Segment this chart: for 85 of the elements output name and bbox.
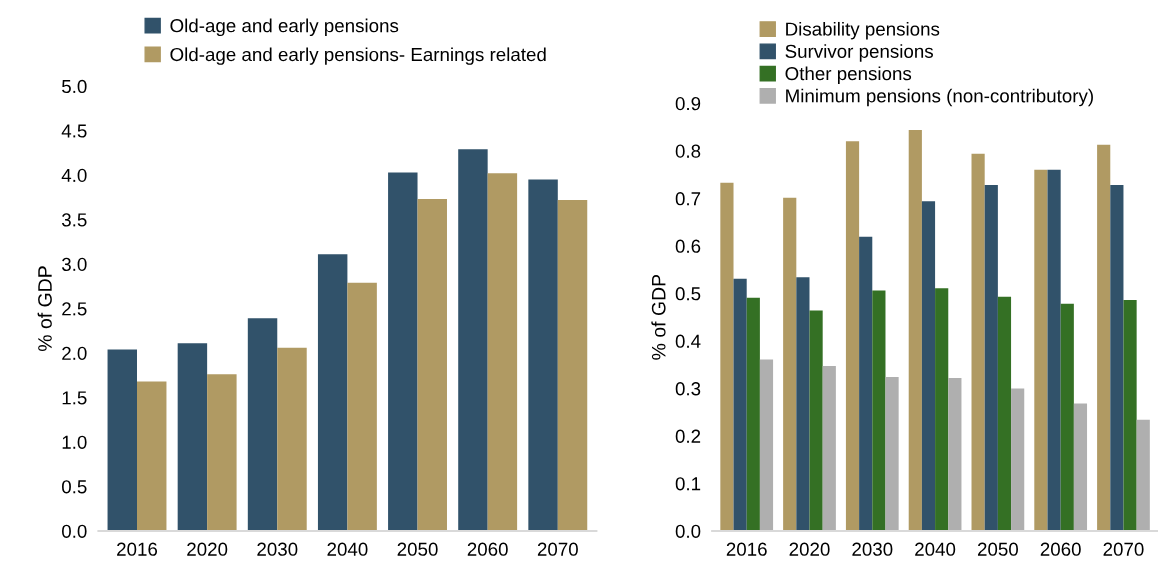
bar <box>1047 169 1061 531</box>
bar <box>317 254 348 531</box>
bar <box>1034 169 1048 531</box>
bar <box>984 185 998 531</box>
bar <box>388 172 418 531</box>
y-tick-label: 0.0 <box>61 524 87 538</box>
bar <box>948 377 962 531</box>
y-tick-label: 1.0 <box>62 435 87 449</box>
bar <box>872 290 886 531</box>
x-tick-label: 2040 <box>327 542 368 556</box>
y-tick-label: 3.0 <box>61 257 87 272</box>
x-tick-label: 2040 <box>915 542 956 556</box>
y-tick-label: 0.1 <box>675 477 701 491</box>
bar <box>845 141 860 531</box>
bar <box>1136 419 1150 531</box>
bar <box>783 197 797 531</box>
bar <box>557 199 588 531</box>
legend-label: Old-age and early pensions <box>170 18 399 37</box>
legend-label: Disability pensions <box>786 21 940 40</box>
x-tick-label: 2030 <box>852 542 893 556</box>
bar <box>1110 185 1124 531</box>
x-tick-label: 2030 <box>257 542 298 556</box>
x-tick-label: 2020 <box>187 542 228 556</box>
legend-label: Old-age and early pensions- Earnings related <box>170 47 546 65</box>
bar <box>908 129 922 531</box>
bar <box>822 366 836 531</box>
bar <box>1011 388 1025 531</box>
x-tick-label: 2016 <box>726 542 767 556</box>
bar <box>487 173 518 531</box>
legend-label: Survivor pensions <box>785 44 933 62</box>
bar <box>247 318 278 531</box>
legend-label: Other pensions <box>785 66 912 84</box>
bar <box>921 201 936 531</box>
bar <box>417 199 447 531</box>
bar <box>528 179 558 531</box>
bar <box>347 282 377 531</box>
bar <box>759 359 774 531</box>
y-tick-label: 4.0 <box>61 168 87 183</box>
y-tick-label: 4.5 <box>61 124 87 138</box>
y-tick-label: 0.3 <box>675 382 701 396</box>
bar <box>137 381 167 531</box>
y-tick-label: 5.0 <box>62 79 87 94</box>
y-axis-title: % of GDP <box>651 274 666 360</box>
y-tick-label: 2.0 <box>62 346 87 360</box>
bar <box>207 374 237 531</box>
x-tick-label: 2060 <box>1040 542 1081 556</box>
y-tick-label: 0.4 <box>675 334 701 348</box>
bar <box>1060 303 1074 531</box>
bar <box>720 182 734 531</box>
y-tick-label: 0.5 <box>61 480 87 494</box>
bar <box>177 343 208 531</box>
bar <box>971 153 985 531</box>
x-tick-label: 2050 <box>977 542 1018 556</box>
bar <box>796 277 810 531</box>
bar <box>809 310 823 531</box>
y-tick-label: 0.2 <box>675 429 701 443</box>
bar <box>935 288 949 531</box>
bar <box>1073 403 1088 531</box>
x-tick-label: 2016 <box>117 542 158 556</box>
bar <box>1097 144 1111 531</box>
x-tick-label: 2020 <box>789 542 830 556</box>
bar <box>885 377 899 531</box>
x-tick-label: 2050 <box>397 542 438 556</box>
bar <box>859 236 873 531</box>
bar <box>733 278 747 531</box>
y-tick-label: 0.8 <box>675 144 701 158</box>
bar <box>997 296 1012 531</box>
y-axis-title: % of GDP <box>37 266 52 352</box>
x-tick-label: 2070 <box>537 542 578 556</box>
y-tick-label: 0.7 <box>675 192 701 206</box>
bar <box>746 297 760 531</box>
y-tick-label: 0.9 <box>675 97 701 111</box>
x-tick-label: 2060 <box>467 542 508 556</box>
y-tick-label: 0.6 <box>675 239 701 253</box>
bar <box>107 349 137 531</box>
y-tick-label: 0.5 <box>675 287 701 301</box>
legend-label: Minimum pensions (non-contributory) <box>786 88 1093 107</box>
bar <box>277 347 307 531</box>
y-tick-label: 3.5 <box>61 213 87 227</box>
y-tick-label: 2.5 <box>62 302 87 316</box>
bar <box>1123 300 1137 531</box>
y-tick-label: 1.5 <box>62 391 87 405</box>
bar <box>458 149 488 531</box>
x-tick-label: 2070 <box>1103 542 1144 556</box>
y-tick-label: 0.0 <box>675 524 701 538</box>
